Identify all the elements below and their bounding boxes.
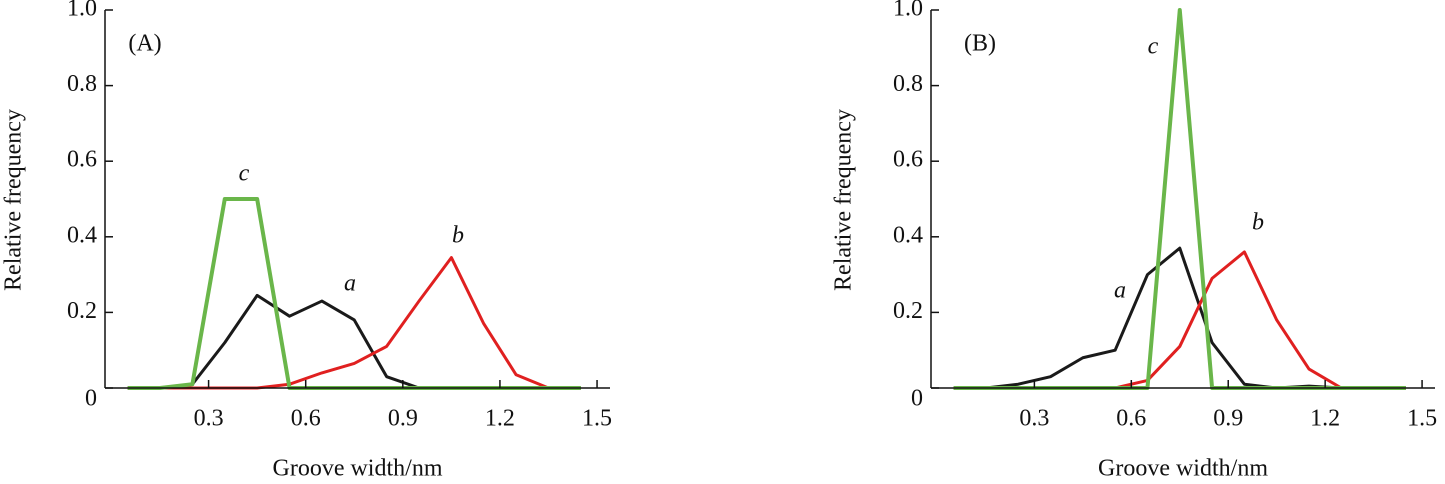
y-tick-label: 0.2: [893, 298, 923, 324]
y-tick-label: 0: [911, 386, 923, 412]
series-label: c: [1148, 34, 1159, 60]
x-axis-label: Groove width/nm: [1098, 456, 1268, 482]
series-label: c: [239, 161, 250, 187]
y-tick-label: 0.8: [893, 71, 923, 97]
y-tick-label: 0: [85, 386, 97, 412]
panel-label: (A): [128, 31, 161, 57]
y-tick-label: 0.8: [67, 71, 97, 97]
x-tick-label: 0.6: [291, 406, 321, 432]
x-tick-label: 0.3: [1019, 406, 1049, 432]
y-tick-label: 0.6: [893, 147, 923, 173]
y-tick-label: 0.4: [893, 222, 923, 248]
series-line: [953, 246, 1406, 390]
series-line: [127, 256, 550, 390]
series-line: [953, 250, 1406, 390]
x-tick-label: 0.3: [194, 406, 224, 432]
x-tick-label: 0.9: [388, 406, 418, 432]
y-tick-label: 1.0: [67, 0, 97, 22]
x-tick-label: 1.5: [1407, 406, 1437, 432]
y-axis-label: Relative frequency: [831, 109, 857, 291]
y-tick-label: 0.6: [67, 147, 97, 173]
series-line: [953, 8, 1406, 390]
series-label: b: [1252, 210, 1264, 236]
x-tick-label: 1.2: [1310, 406, 1340, 432]
y-axis-label: Relative frequency: [1, 109, 27, 291]
series-label: a: [344, 271, 356, 297]
panel-label: (B): [964, 31, 996, 57]
x-tick-label: 1.5: [582, 406, 612, 432]
x-tick-label: 0.9: [1213, 406, 1243, 432]
y-tick-label: 1.0: [893, 0, 923, 22]
x-tick-label: 0.6: [1116, 406, 1146, 432]
series-label: b: [452, 223, 464, 249]
series-label: a: [1114, 278, 1126, 304]
y-tick-label: 0.4: [67, 222, 97, 248]
x-axis-label: Groove width/nm: [273, 456, 443, 482]
y-tick-label: 0.2: [67, 298, 97, 324]
x-tick-label: 1.2: [485, 406, 515, 432]
